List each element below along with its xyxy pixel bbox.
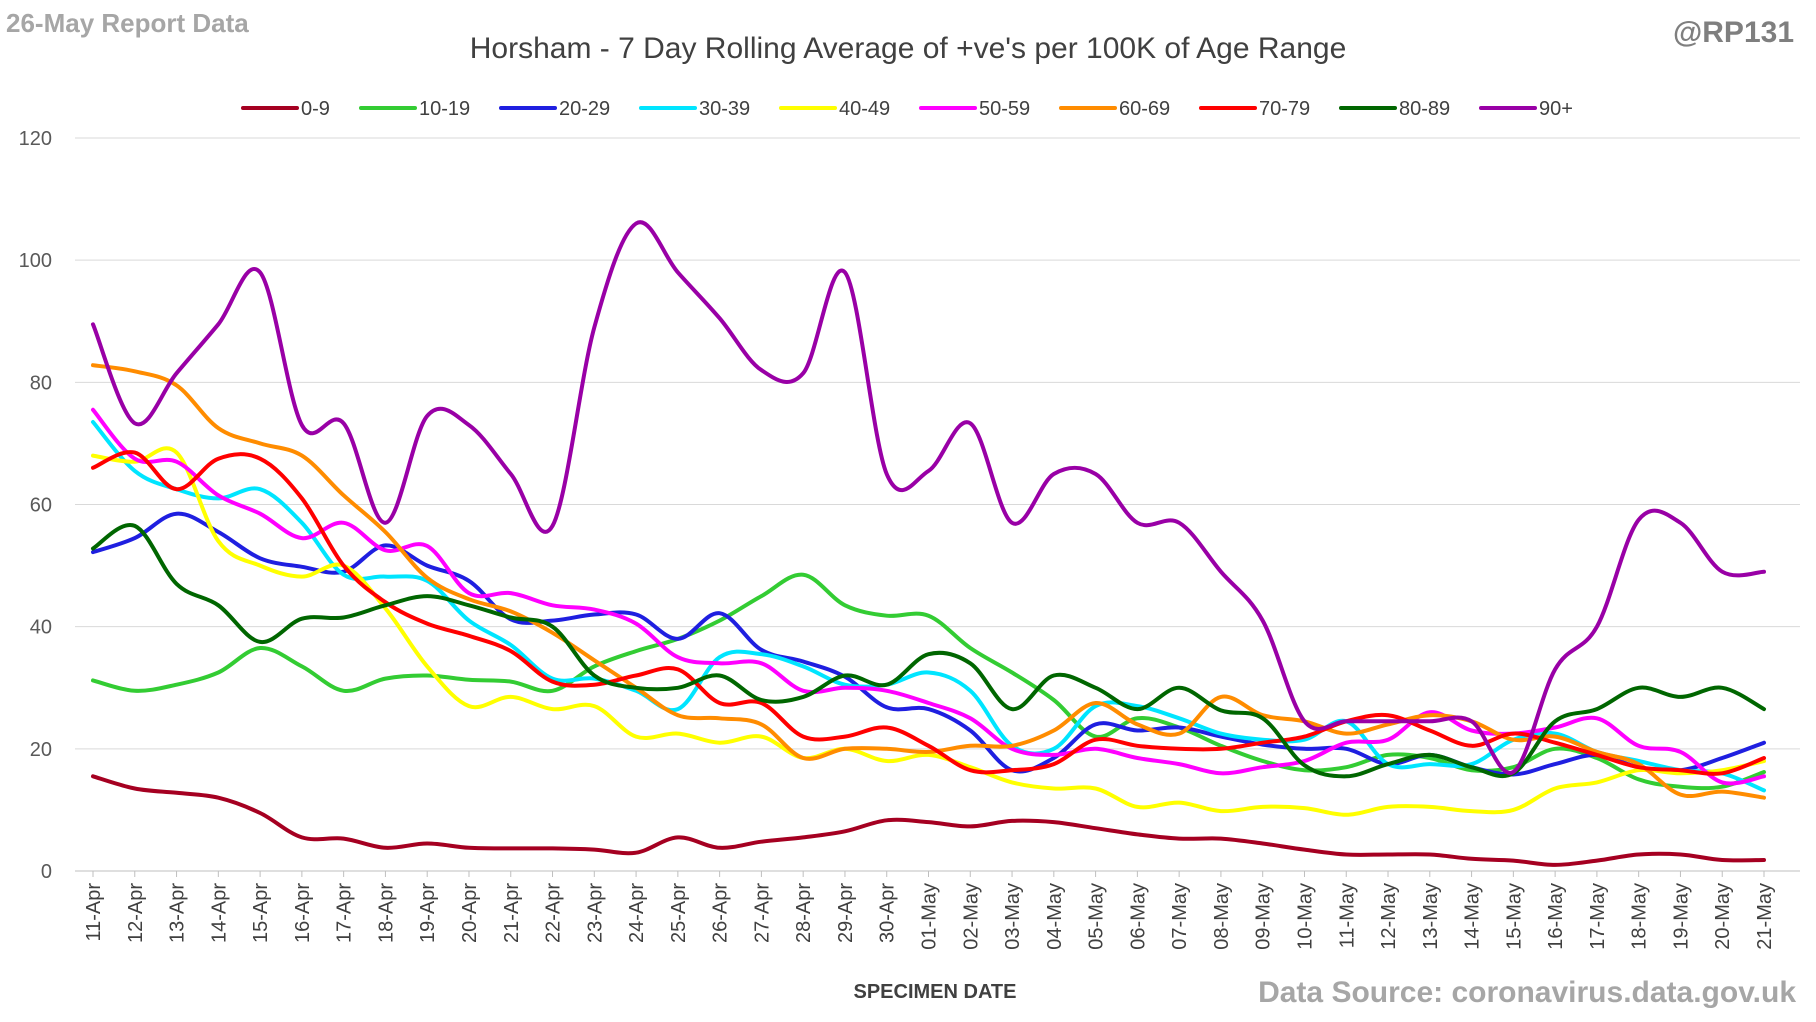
series-line-0-9 xyxy=(91,774,1766,867)
data-source-label: Data Source: coronavirus.data.gov.uk xyxy=(1258,976,1796,1009)
x-tick-label: 10-May xyxy=(1294,883,1316,950)
x-axis-ticks: 11-Apr 12-Apr 13-Apr 14-Apr 15-Apr 16-Apr 17-A… xyxy=(83,871,1776,950)
gridlines xyxy=(75,137,1800,872)
x-tick-label: 20-Apr xyxy=(459,883,481,943)
x-tick-label: 21-May xyxy=(1754,883,1776,950)
series-line-30-39 xyxy=(91,420,1766,793)
legend-label: 0-9 xyxy=(301,98,330,120)
x-tick-label: 24-Apr xyxy=(626,883,648,943)
legend-label: 60-69 xyxy=(1119,98,1170,120)
legend-label: 50-59 xyxy=(979,98,1030,120)
legend-label: 30-39 xyxy=(699,98,750,120)
y-tick-label: 80 xyxy=(30,372,52,394)
series-line-80-89 xyxy=(91,523,1766,779)
y-tick-label: 40 xyxy=(30,617,52,639)
x-tick-label: 16-May xyxy=(1545,883,1567,950)
x-tick-label: 29-Apr xyxy=(835,883,857,943)
series-line-50-59 xyxy=(91,407,1766,786)
chart-title: Horsham - 7 Day Rolling Average of +ve's… xyxy=(470,32,1347,65)
author-handle: @RP131 xyxy=(1673,16,1794,49)
y-tick-label: 60 xyxy=(30,495,52,517)
legend-label: 80-89 xyxy=(1399,98,1450,120)
legend-label: 90+ xyxy=(1539,98,1573,120)
x-tick-label: 06-May xyxy=(1127,883,1149,950)
x-tick-label: 05-May xyxy=(1086,883,1108,950)
x-tick-label: 12-May xyxy=(1378,883,1400,950)
y-tick-label: 0 xyxy=(41,861,52,883)
x-tick-label: 04-May xyxy=(1044,883,1066,950)
x-tick-label: 09-May xyxy=(1253,883,1275,950)
x-tick-label: 16-Apr xyxy=(292,883,314,943)
x-tick-label: 11-Apr xyxy=(83,883,105,942)
x-tick-label: 19-May xyxy=(1670,883,1692,950)
x-tick-label: 11-May xyxy=(1336,883,1358,948)
series-lines xyxy=(91,220,1766,867)
x-tick-label: 13-May xyxy=(1420,883,1442,950)
x-tick-label: 28-Apr xyxy=(793,883,815,943)
x-tick-label: 14-Apr xyxy=(208,883,230,943)
series-line-40-49 xyxy=(91,446,1766,817)
x-tick-label: 18-Apr xyxy=(375,883,397,943)
x-tick-label: 01-May xyxy=(919,883,941,950)
x-tick-label: 17-Apr xyxy=(334,883,356,943)
x-tick-label: 22-Apr xyxy=(543,883,565,943)
x-tick-label: 14-May xyxy=(1462,883,1484,950)
x-tick-label: 23-Apr xyxy=(584,883,606,943)
y-axis-ticks: 0 20 40 60 80 100 120 xyxy=(19,128,52,883)
x-tick-label: 12-Apr xyxy=(125,883,147,943)
y-tick-label: 20 xyxy=(30,739,52,761)
legend-label: 20-29 xyxy=(559,98,610,120)
report-date-label: 26-May Report Data xyxy=(6,8,249,38)
x-tick-label: 02-May xyxy=(960,883,982,950)
x-tick-label: 26-Apr xyxy=(710,883,732,943)
x-tick-label: 21-Apr xyxy=(501,883,523,943)
x-tick-label: 08-May xyxy=(1211,883,1233,950)
series-line-90+ xyxy=(91,220,1766,775)
x-tick-label: 18-May xyxy=(1629,883,1651,950)
legend-label: 10-19 xyxy=(419,98,470,120)
series-line-70-79 xyxy=(91,450,1766,776)
x-tick-label: 07-May xyxy=(1169,883,1191,950)
x-tick-label: 25-Apr xyxy=(668,883,690,943)
legend-label: 70-79 xyxy=(1259,98,1310,120)
x-tick-label: 17-May xyxy=(1587,883,1609,950)
x-tick-label: 30-Apr xyxy=(877,883,899,943)
x-tick-label: 27-Apr xyxy=(751,883,773,943)
x-tick-label: 20-May xyxy=(1712,883,1734,950)
x-axis-title: SPECIMEN DATE xyxy=(854,981,1017,1003)
x-tick-label: 13-Apr xyxy=(167,883,189,943)
legend: 0-9 10-19 20-29 30-39 40-49 50-59 60-69 70-79 80… xyxy=(241,98,1573,120)
legend-label: 40-49 xyxy=(839,98,890,120)
x-tick-label: 19-Apr xyxy=(417,883,439,943)
x-tick-label: 15-Apr xyxy=(250,883,272,943)
y-tick-label: 120 xyxy=(19,128,52,150)
series-line-60-69 xyxy=(91,363,1766,800)
x-tick-label: 03-May xyxy=(1002,883,1024,950)
x-tick-label: 15-May xyxy=(1503,883,1525,950)
y-tick-label: 100 xyxy=(19,250,52,272)
